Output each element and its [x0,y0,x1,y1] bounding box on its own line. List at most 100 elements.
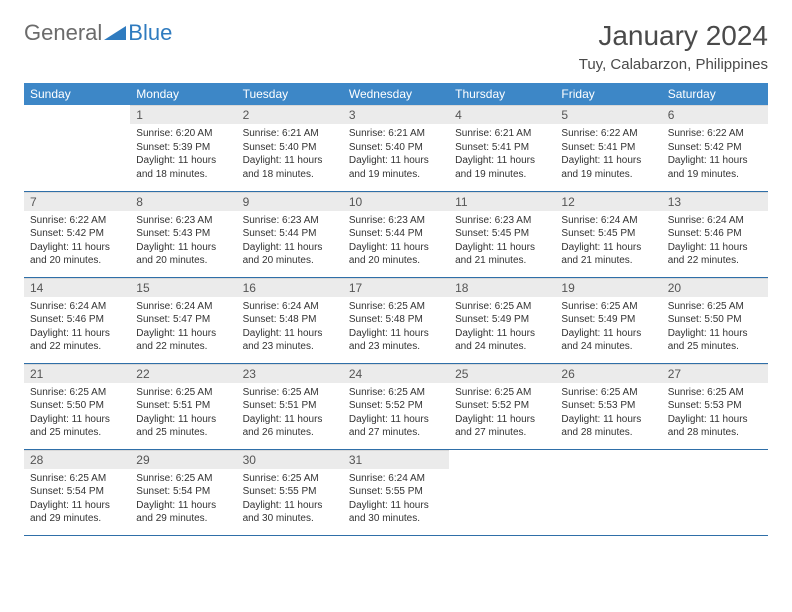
calendar-body: 1Sunrise: 6:20 AMSunset: 5:39 PMDaylight… [24,105,768,535]
empty-cell [449,449,555,535]
day-cell: 9Sunrise: 6:23 AMSunset: 5:44 PMDaylight… [237,191,343,277]
weekday-header: Wednesday [343,83,449,105]
day-cell: 21Sunrise: 6:25 AMSunset: 5:50 PMDayligh… [24,363,130,449]
calendar-head: SundayMondayTuesdayWednesdayThursdayFrid… [24,83,768,105]
title-block: January 2024 Tuy, Calabarzon, Philippine… [579,20,768,73]
day-cell: 1Sunrise: 6:20 AMSunset: 5:39 PMDaylight… [130,105,236,191]
day-number: 21 [24,364,130,383]
weekday-header: Tuesday [237,83,343,105]
day-number: 17 [343,278,449,297]
day-number: 11 [449,192,555,211]
day-cell: 6Sunrise: 6:22 AMSunset: 5:42 PMDaylight… [662,105,768,191]
day-number: 12 [555,192,661,211]
day-number: 3 [343,105,449,124]
day-number: 16 [237,278,343,297]
day-details: Sunrise: 6:22 AMSunset: 5:42 PMDaylight:… [662,124,768,187]
day-details: Sunrise: 6:25 AMSunset: 5:53 PMDaylight:… [555,383,661,446]
day-cell: 25Sunrise: 6:25 AMSunset: 5:52 PMDayligh… [449,363,555,449]
day-cell: 30Sunrise: 6:25 AMSunset: 5:55 PMDayligh… [237,449,343,535]
logo: General Blue [24,20,172,46]
day-details: Sunrise: 6:20 AMSunset: 5:39 PMDaylight:… [130,124,236,187]
empty-cell [24,105,130,191]
day-number: 6 [662,105,768,124]
day-number: 9 [237,192,343,211]
month-title: January 2024 [579,20,768,52]
day-number: 8 [130,192,236,211]
day-details: Sunrise: 6:25 AMSunset: 5:50 PMDaylight:… [662,297,768,360]
day-number: 25 [449,364,555,383]
header: General Blue January 2024 Tuy, Calabarzo… [24,20,768,73]
day-details: Sunrise: 6:25 AMSunset: 5:49 PMDaylight:… [555,297,661,360]
day-details: Sunrise: 6:24 AMSunset: 5:45 PMDaylight:… [555,211,661,274]
weekday-header: Thursday [449,83,555,105]
day-details: Sunrise: 6:24 AMSunset: 5:47 PMDaylight:… [130,297,236,360]
day-details: Sunrise: 6:22 AMSunset: 5:42 PMDaylight:… [24,211,130,274]
day-cell: 26Sunrise: 6:25 AMSunset: 5:53 PMDayligh… [555,363,661,449]
day-details: Sunrise: 6:24 AMSunset: 5:46 PMDaylight:… [24,297,130,360]
day-cell: 12Sunrise: 6:24 AMSunset: 5:45 PMDayligh… [555,191,661,277]
day-cell: 28Sunrise: 6:25 AMSunset: 5:54 PMDayligh… [24,449,130,535]
empty-cell [555,449,661,535]
day-cell: 2Sunrise: 6:21 AMSunset: 5:40 PMDaylight… [237,105,343,191]
day-cell: 5Sunrise: 6:22 AMSunset: 5:41 PMDaylight… [555,105,661,191]
day-details: Sunrise: 6:21 AMSunset: 5:41 PMDaylight:… [449,124,555,187]
day-number: 19 [555,278,661,297]
day-number: 20 [662,278,768,297]
calendar-table: SundayMondayTuesdayWednesdayThursdayFrid… [24,83,768,536]
day-details: Sunrise: 6:23 AMSunset: 5:44 PMDaylight:… [237,211,343,274]
day-number: 5 [555,105,661,124]
day-cell: 23Sunrise: 6:25 AMSunset: 5:51 PMDayligh… [237,363,343,449]
logo-text-blue: Blue [128,20,172,46]
day-number: 24 [343,364,449,383]
day-details: Sunrise: 6:23 AMSunset: 5:44 PMDaylight:… [343,211,449,274]
day-cell: 16Sunrise: 6:24 AMSunset: 5:48 PMDayligh… [237,277,343,363]
day-details: Sunrise: 6:23 AMSunset: 5:45 PMDaylight:… [449,211,555,274]
day-number: 4 [449,105,555,124]
day-details: Sunrise: 6:25 AMSunset: 5:49 PMDaylight:… [449,297,555,360]
calendar-row: 28Sunrise: 6:25 AMSunset: 5:54 PMDayligh… [24,449,768,535]
day-details: Sunrise: 6:25 AMSunset: 5:54 PMDaylight:… [130,469,236,532]
day-details: Sunrise: 6:25 AMSunset: 5:50 PMDaylight:… [24,383,130,446]
day-cell: 8Sunrise: 6:23 AMSunset: 5:43 PMDaylight… [130,191,236,277]
day-details: Sunrise: 6:24 AMSunset: 5:48 PMDaylight:… [237,297,343,360]
day-number: 1 [130,105,236,124]
weekday-header: Saturday [662,83,768,105]
day-cell: 13Sunrise: 6:24 AMSunset: 5:46 PMDayligh… [662,191,768,277]
day-cell: 14Sunrise: 6:24 AMSunset: 5:46 PMDayligh… [24,277,130,363]
day-number: 10 [343,192,449,211]
calendar-row: 1Sunrise: 6:20 AMSunset: 5:39 PMDaylight… [24,105,768,191]
day-number: 23 [237,364,343,383]
calendar-row: 14Sunrise: 6:24 AMSunset: 5:46 PMDayligh… [24,277,768,363]
day-details: Sunrise: 6:21 AMSunset: 5:40 PMDaylight:… [343,124,449,187]
day-number: 29 [130,450,236,469]
day-number: 2 [237,105,343,124]
calendar-row: 7Sunrise: 6:22 AMSunset: 5:42 PMDaylight… [24,191,768,277]
day-cell: 4Sunrise: 6:21 AMSunset: 5:41 PMDaylight… [449,105,555,191]
day-number: 31 [343,450,449,469]
day-cell: 22Sunrise: 6:25 AMSunset: 5:51 PMDayligh… [130,363,236,449]
day-cell: 11Sunrise: 6:23 AMSunset: 5:45 PMDayligh… [449,191,555,277]
day-details: Sunrise: 6:25 AMSunset: 5:48 PMDaylight:… [343,297,449,360]
day-number: 15 [130,278,236,297]
day-details: Sunrise: 6:25 AMSunset: 5:52 PMDaylight:… [449,383,555,446]
weekday-header-row: SundayMondayTuesdayWednesdayThursdayFrid… [24,83,768,105]
day-number: 26 [555,364,661,383]
day-cell: 24Sunrise: 6:25 AMSunset: 5:52 PMDayligh… [343,363,449,449]
day-details: Sunrise: 6:25 AMSunset: 5:55 PMDaylight:… [237,469,343,532]
weekday-header: Monday [130,83,236,105]
day-number: 18 [449,278,555,297]
day-cell: 31Sunrise: 6:24 AMSunset: 5:55 PMDayligh… [343,449,449,535]
day-details: Sunrise: 6:25 AMSunset: 5:52 PMDaylight:… [343,383,449,446]
day-details: Sunrise: 6:24 AMSunset: 5:55 PMDaylight:… [343,469,449,532]
day-number: 22 [130,364,236,383]
day-details: Sunrise: 6:25 AMSunset: 5:54 PMDaylight:… [24,469,130,532]
logo-text-general: General [24,20,102,46]
location-text: Tuy, Calabarzon, Philippines [579,56,768,73]
day-cell: 20Sunrise: 6:25 AMSunset: 5:50 PMDayligh… [662,277,768,363]
day-details: Sunrise: 6:25 AMSunset: 5:51 PMDaylight:… [130,383,236,446]
day-number: 28 [24,450,130,469]
day-cell: 17Sunrise: 6:25 AMSunset: 5:48 PMDayligh… [343,277,449,363]
weekday-header: Sunday [24,83,130,105]
calendar-row: 21Sunrise: 6:25 AMSunset: 5:50 PMDayligh… [24,363,768,449]
day-details: Sunrise: 6:22 AMSunset: 5:41 PMDaylight:… [555,124,661,187]
